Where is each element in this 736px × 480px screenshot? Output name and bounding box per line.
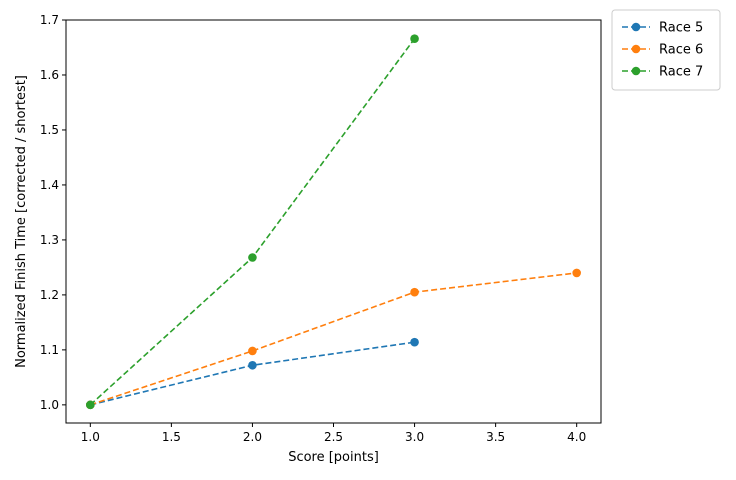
data-point	[248, 360, 257, 370]
legend-entry[interactable]: Race 7	[622, 65, 703, 80]
y-tick-label: 1.4	[40, 178, 59, 192]
legend-entry[interactable]: Race 5	[622, 21, 703, 36]
data-point	[248, 253, 257, 262]
data-point	[86, 400, 95, 410]
y-tick-label: 1.1	[40, 343, 59, 357]
x-tick-label: 1.0	[81, 430, 100, 444]
legend-marker	[631, 66, 641, 76]
data-point	[248, 346, 257, 356]
y-axis-label: Normalized Finish Time [corrected / shor…	[14, 75, 29, 368]
plot-marks	[86, 34, 581, 410]
data-point	[410, 337, 419, 347]
legend-entry[interactable]: Race 6	[622, 43, 703, 58]
x-tick-label: 1.5	[162, 430, 181, 444]
x-tick-label: 4.0	[567, 430, 586, 444]
x-tick-label: 2.5	[324, 430, 343, 444]
data-point	[410, 34, 419, 43]
y-tick-label: 1.5	[40, 123, 59, 137]
data-point	[410, 287, 419, 297]
x-axis-label: Score [points]	[288, 450, 379, 465]
x-tick-label: 3.0	[405, 430, 424, 444]
legend-marker	[631, 22, 641, 32]
x-tick-label: 3.5	[486, 430, 505, 444]
plot-area-frame	[65, 19, 602, 424]
y-axis: 1.0 1.1 1.2 1.3 1.4 1.5 1.6 1.7	[40, 13, 66, 412]
legend-label: Race 5	[659, 21, 703, 36]
series-line-2	[90, 272, 577, 406]
x-tick-label: 2.0	[243, 430, 262, 444]
legend-label: Race 6	[659, 43, 703, 58]
legend[interactable]: Race 5 Race 6 Race 7	[611, 9, 721, 91]
y-tick-label: 1.7	[40, 13, 59, 27]
legend-label: Race 7	[659, 65, 703, 80]
y-tick-label: 1.3	[40, 233, 59, 247]
y-tick-label: 1.6	[40, 68, 59, 82]
legend-marker	[631, 44, 641, 54]
y-tick-label: 1.0	[40, 398, 59, 412]
y-tick-label: 1.2	[40, 288, 59, 302]
x-axis: 1.0 1.5 2.0 2.5 3.0 3.5 4.0	[81, 423, 586, 444]
data-point	[572, 268, 581, 278]
